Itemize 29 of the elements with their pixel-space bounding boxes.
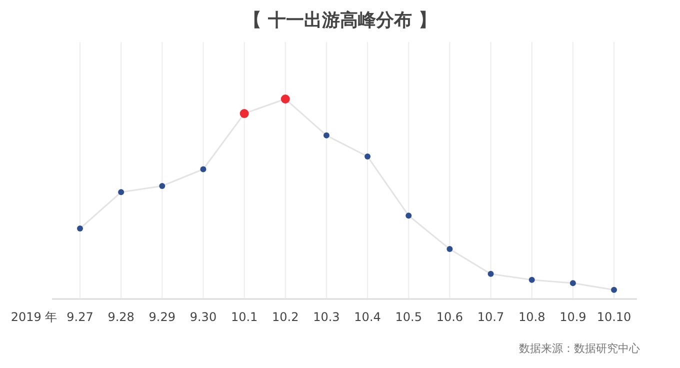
point [528, 276, 535, 283]
x-tick-label: 9.28 [108, 310, 134, 324]
source-note: 数据来源：数据研究中心 [519, 342, 640, 355]
point [77, 226, 83, 232]
point [570, 280, 576, 286]
point [200, 166, 206, 172]
x-tick-label: 10.4 [354, 310, 381, 324]
point [118, 189, 124, 196]
x-tick-label: 10.5 [395, 310, 422, 324]
x-tick-label: 10.2 [272, 310, 299, 324]
x-tick-label: 9.27 [66, 310, 94, 324]
point [159, 182, 166, 189]
x-axis-title: 2019 年 [10, 310, 58, 324]
point [323, 132, 330, 138]
x-tick-label: 9.29 [148, 310, 176, 324]
x-tick-label: 10.9 [560, 310, 586, 324]
x-tick-label: 9.30 [190, 310, 217, 324]
point [446, 246, 453, 252]
x-tick-label: 10.8 [518, 310, 546, 324]
x-tick-label: 10.10 [596, 310, 632, 324]
x-tick-label: 10.7 [477, 310, 504, 324]
chart-title: 【 十一出游高峰分布 】 [244, 10, 436, 31]
x-tick-label: 10.1 [230, 310, 258, 324]
point [611, 286, 617, 293]
x-tick-label: 10.3 [313, 310, 340, 324]
point [488, 270, 494, 277]
point [406, 212, 412, 219]
point [364, 154, 371, 160]
x-tick-label: 10.6 [436, 310, 464, 324]
